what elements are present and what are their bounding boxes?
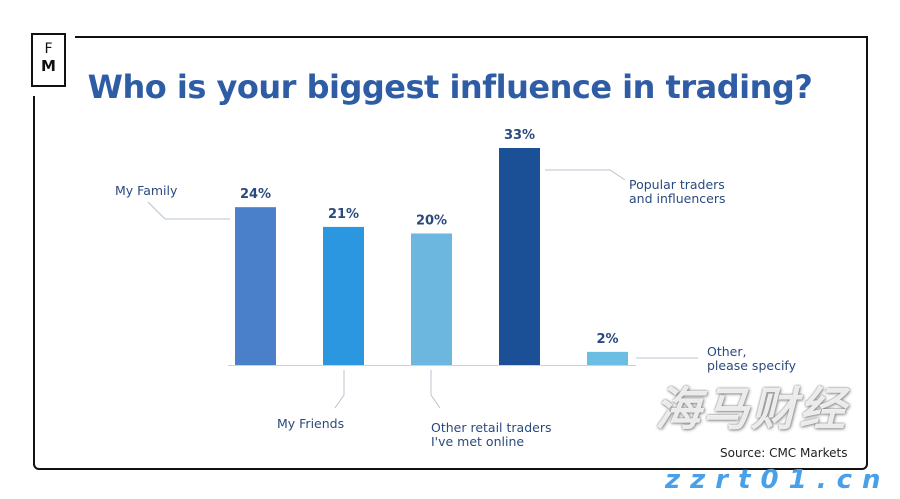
category-label-0: My Family [115, 183, 178, 198]
logo-f: F [44, 41, 53, 57]
bar-0 [235, 207, 276, 365]
data-label-1: 21% [328, 207, 359, 222]
category-label-4: please specify [707, 358, 797, 373]
watermark-url: zzrt01.cn [665, 465, 891, 495]
leader-line-1 [334, 370, 345, 409]
category-label-1: My Friends [277, 416, 344, 431]
chart-frame [33, 36, 868, 470]
bar-1 [323, 226, 364, 365]
bar-2 [411, 233, 452, 365]
category-label-2: I've met online [431, 434, 524, 449]
data-label-3: 33% [504, 128, 535, 143]
data-label-0: 24% [240, 187, 271, 202]
source-note: Source: CMC Markets [720, 446, 848, 460]
category-label-3: and influencers [629, 191, 726, 206]
fm-logo: F M [31, 33, 66, 87]
bar-4 [587, 351, 628, 365]
data-label-4: 2% [596, 332, 618, 347]
bar-3 [499, 148, 540, 365]
category-label-4: Other, [707, 344, 746, 359]
leader-line-2 [430, 370, 441, 409]
leader-line-3 [545, 169, 626, 181]
logo-m: M [41, 57, 56, 75]
category-label-3: Popular traders [629, 177, 725, 192]
chart-title: Who is your biggest influence in trading… [87, 68, 813, 106]
watermark-text: 海马财经 [655, 382, 847, 436]
data-label-2: 20% [416, 213, 447, 228]
category-label-2: Other retail traders [431, 420, 551, 435]
leader-line-0 [147, 201, 230, 220]
